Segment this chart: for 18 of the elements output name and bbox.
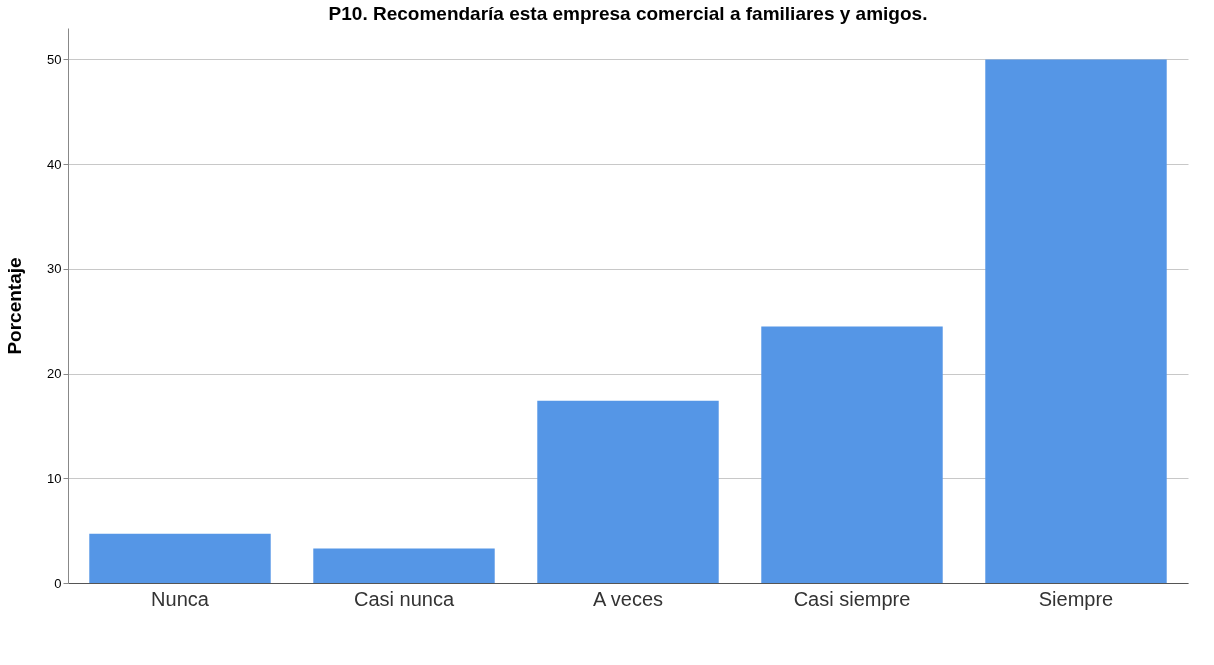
bar [761,326,943,583]
x-tick-label: A veces [592,587,664,610]
y-axis-title: Porcentaje [4,257,26,355]
x-tick-label: Casi nunca [353,587,455,610]
y-tick-label: 30 [47,261,62,277]
bar [985,59,1167,583]
y-tick-label: 0 [54,575,62,591]
y-tick-label: 10 [47,470,62,486]
chart-title: P10. Recomendaría esta empresa comercial a familiares y amigos. [328,3,928,24]
bar [537,400,719,583]
bar [313,548,495,583]
x-tick-label: Casi siempre [793,587,911,610]
x-tick-label: Siempre [1038,587,1114,610]
y-tick-label: 20 [47,366,62,382]
y-tick-label: 40 [47,156,62,172]
bar [89,533,271,583]
y-tick-label: 50 [47,51,62,67]
x-tick-label: Nunca [151,587,210,610]
